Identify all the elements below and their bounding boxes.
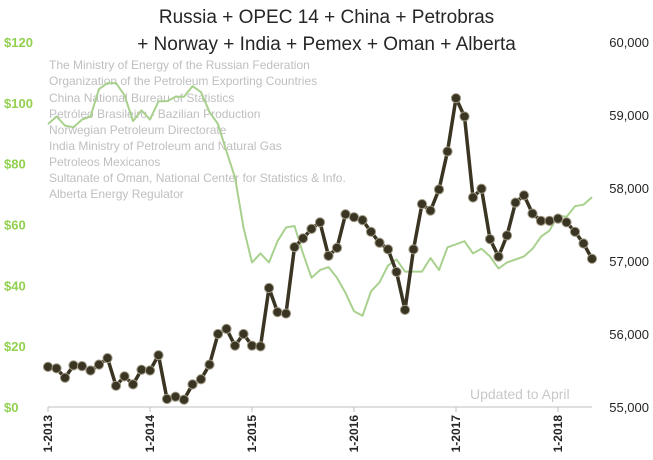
x-tick-label: 1-2013 xyxy=(41,415,55,453)
production-data-point xyxy=(136,364,147,375)
production-data-point xyxy=(280,308,292,319)
price-series-line xyxy=(47,82,593,317)
x-tick-label: 1-2018 xyxy=(551,415,565,453)
production-data-point xyxy=(476,183,487,194)
production-data-point xyxy=(153,350,164,361)
right-axis-tick-label: 58,000 xyxy=(609,181,649,196)
source-label: Petróleo Brasileiro - Bazilian Productio… xyxy=(49,107,261,121)
production-data-point xyxy=(187,379,198,390)
left-axis-tick-label: $80 xyxy=(4,157,26,172)
production-data-point xyxy=(382,244,394,255)
production-data-point xyxy=(527,208,538,219)
production-data-point xyxy=(569,226,581,237)
production-data-point xyxy=(484,234,496,245)
production-data-point xyxy=(535,215,547,226)
production-data-point xyxy=(510,197,521,208)
production-data-point xyxy=(272,307,283,318)
production-data-point xyxy=(442,146,453,157)
production-data-point xyxy=(561,217,572,228)
production-data-point xyxy=(425,205,436,216)
production-data-point xyxy=(501,230,513,241)
production-data-point xyxy=(544,215,555,226)
production-data-point xyxy=(493,251,504,262)
production-data-point xyxy=(85,365,96,376)
production-data-point xyxy=(127,379,139,390)
production-data-point xyxy=(340,209,351,220)
production-data-point xyxy=(357,215,368,226)
right-axis-tick-label: 59,000 xyxy=(609,108,649,123)
source-label: Sultanate of Oman, National Center for S… xyxy=(49,171,346,185)
x-tick-label: 1-2017 xyxy=(449,415,463,453)
left-axis-tick-label: $120 xyxy=(4,35,33,50)
right-axis-tick-label: 57,000 xyxy=(609,254,649,269)
production-data-point xyxy=(306,223,317,234)
left-axis-tick-label: $40 xyxy=(4,278,26,293)
production-data-point xyxy=(450,93,462,104)
production-data-point xyxy=(331,242,343,253)
left-axis-tick-label: $100 xyxy=(4,96,33,111)
production-data-point xyxy=(42,361,54,372)
production-data-point xyxy=(374,237,385,248)
production-data-point xyxy=(238,328,249,340)
production-data-point xyxy=(467,192,479,203)
source-label: Petroleos Mexicanos xyxy=(49,155,161,169)
production-data-point xyxy=(195,374,207,385)
production-data-point xyxy=(93,359,105,370)
production-data-point xyxy=(314,217,326,228)
production-data-point xyxy=(59,372,71,383)
production-data-point xyxy=(433,184,445,195)
production-data-point xyxy=(68,360,79,371)
source-label: Norwegian Petroleum Directorate xyxy=(49,123,227,137)
production-data-point xyxy=(178,394,190,405)
right-axis-tick-label: 55,000 xyxy=(609,400,649,415)
production-data-point xyxy=(76,361,88,372)
production-data-point xyxy=(255,341,266,352)
production-data-point xyxy=(263,282,275,294)
production-data-point xyxy=(204,359,215,370)
updated-annotation: Updated to April xyxy=(470,386,570,402)
right-axis-tick-label: 56,000 xyxy=(609,327,649,342)
production-data-point xyxy=(578,238,589,249)
production-data-point xyxy=(102,352,113,364)
source-label: Alberta Energy Regulator xyxy=(49,187,184,201)
source-label: The Ministry of Energy of the Russian Fe… xyxy=(49,58,310,72)
production-data-point xyxy=(144,365,156,376)
production-data-point xyxy=(416,198,428,210)
chart-title-line-2: + Norway + India + Pemex + Oman + Albert… xyxy=(137,34,516,55)
x-tick-label: 1-2014 xyxy=(143,415,157,453)
production-data-point xyxy=(323,250,334,261)
production-data-point xyxy=(399,304,411,316)
production-data-point xyxy=(586,253,598,264)
production-data-point xyxy=(365,226,377,237)
production-data-point xyxy=(110,380,122,391)
production-data-point xyxy=(119,371,130,382)
production-data-point xyxy=(161,393,173,405)
x-tick-label: 1-2015 xyxy=(245,415,259,453)
production-data-point xyxy=(408,244,419,255)
left-axis-tick-label: $60 xyxy=(4,218,26,233)
production-data-point xyxy=(289,242,300,253)
left-axis-tick-label: $20 xyxy=(4,339,26,354)
left-axis-tick-label: $0 xyxy=(4,400,18,415)
production-series-line xyxy=(47,96,594,402)
production-data-point xyxy=(246,340,258,351)
production-data-point xyxy=(170,391,181,402)
production-data-point xyxy=(229,340,241,351)
production-data-point xyxy=(51,363,62,374)
production-data-point xyxy=(212,328,224,340)
chart-title-line-1: Russia + OPEC 14 + China + Petrobras xyxy=(158,7,495,28)
production-data-point xyxy=(391,266,402,278)
production-data-point xyxy=(297,233,309,244)
production-data-point xyxy=(552,213,564,224)
production-data-point xyxy=(348,212,360,223)
production-data-point xyxy=(459,111,470,122)
production-data-point xyxy=(518,190,530,201)
x-tick-label: 1-2016 xyxy=(347,415,361,453)
right-axis-tick-label: 60,000 xyxy=(609,35,649,50)
production-data-point xyxy=(221,323,232,334)
